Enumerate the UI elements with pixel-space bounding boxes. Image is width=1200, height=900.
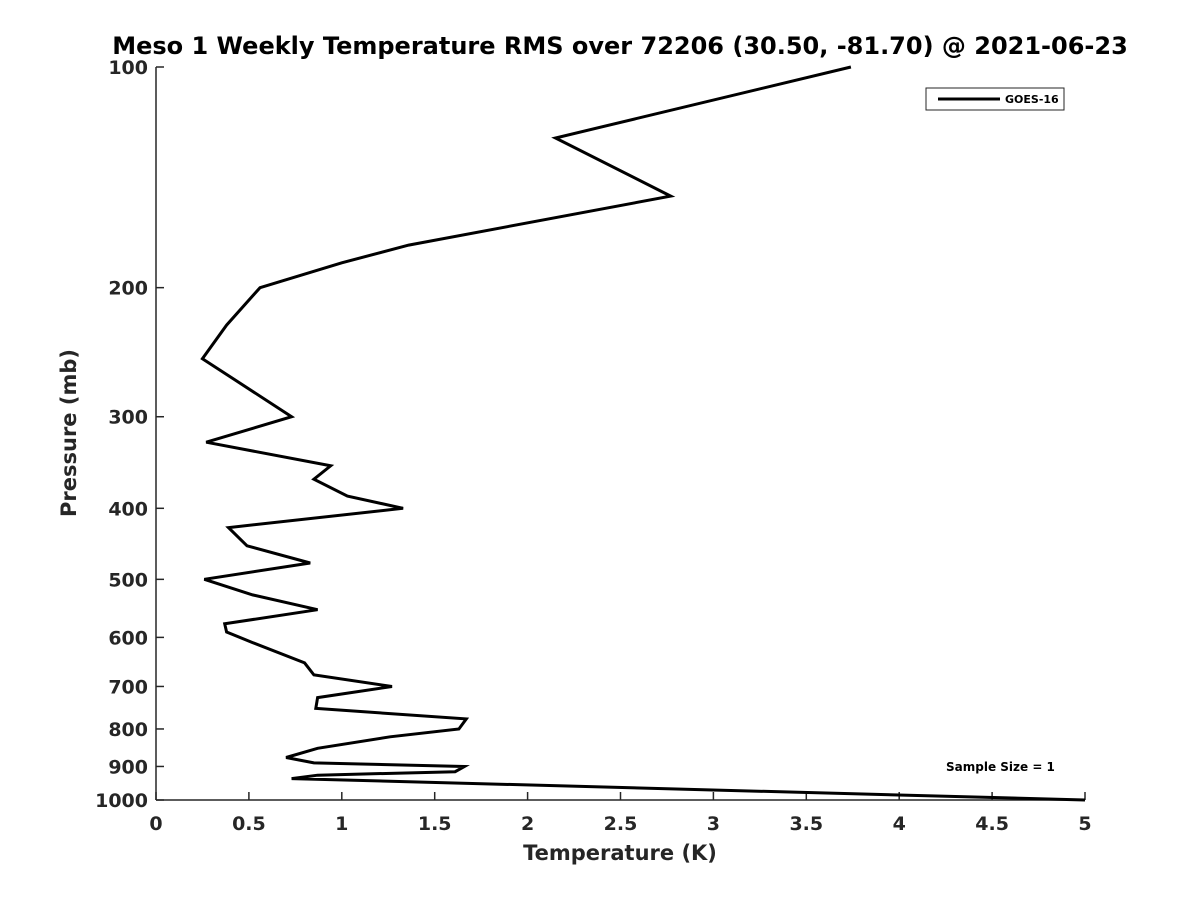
y-tick-label: 400	[108, 498, 148, 520]
x-ticks: 0 0.5 1 1.5 2 2.5 3 3.5 4 4.5 5	[149, 792, 1092, 835]
x-tick-label: 1	[335, 813, 348, 835]
y-tick-label: 700	[108, 676, 148, 698]
y-tick-label: 300	[108, 407, 148, 429]
plot-area	[155, 67, 1085, 801]
x-tick-label: 0	[149, 813, 162, 835]
y-tick-label: 200	[108, 278, 148, 300]
y-tick-label: 1000	[95, 790, 148, 812]
x-tick-label: 3	[707, 813, 720, 835]
y-tick-label: 600	[108, 627, 148, 649]
series-line-goes-16	[200, 65, 1086, 802]
series-layer	[200, 65, 1086, 802]
chart-title: Meso 1 Weekly Temperature RMS over 72206…	[112, 32, 1128, 60]
y-tick-label: 500	[108, 569, 148, 591]
x-tick-label: 4	[893, 813, 906, 835]
y-axis-label: Pressure (mb)	[57, 349, 81, 517]
x-tick-label: 4.5	[975, 813, 1009, 835]
x-axis-label: Temperature (K)	[523, 841, 717, 865]
x-tick-label: 5	[1078, 813, 1091, 835]
y-tick-label: 900	[108, 756, 148, 778]
y-tick-label: 800	[108, 719, 148, 741]
sample-size-annotation: Sample Size = 1	[946, 760, 1055, 774]
x-tick-label: 0.5	[232, 813, 266, 835]
y-tick-label: 100	[108, 57, 148, 79]
y-ticks: 100 200 300 400 500 600 700 800 900 1000	[95, 57, 164, 812]
legend-label-goes-16: GOES-16	[1005, 93, 1059, 106]
x-tick-label: 2.5	[604, 813, 638, 835]
x-tick-label: 1.5	[418, 813, 452, 835]
x-tick-label: 2	[521, 813, 534, 835]
x-tick-label: 3.5	[789, 813, 823, 835]
legend: GOES-16	[925, 87, 1065, 111]
